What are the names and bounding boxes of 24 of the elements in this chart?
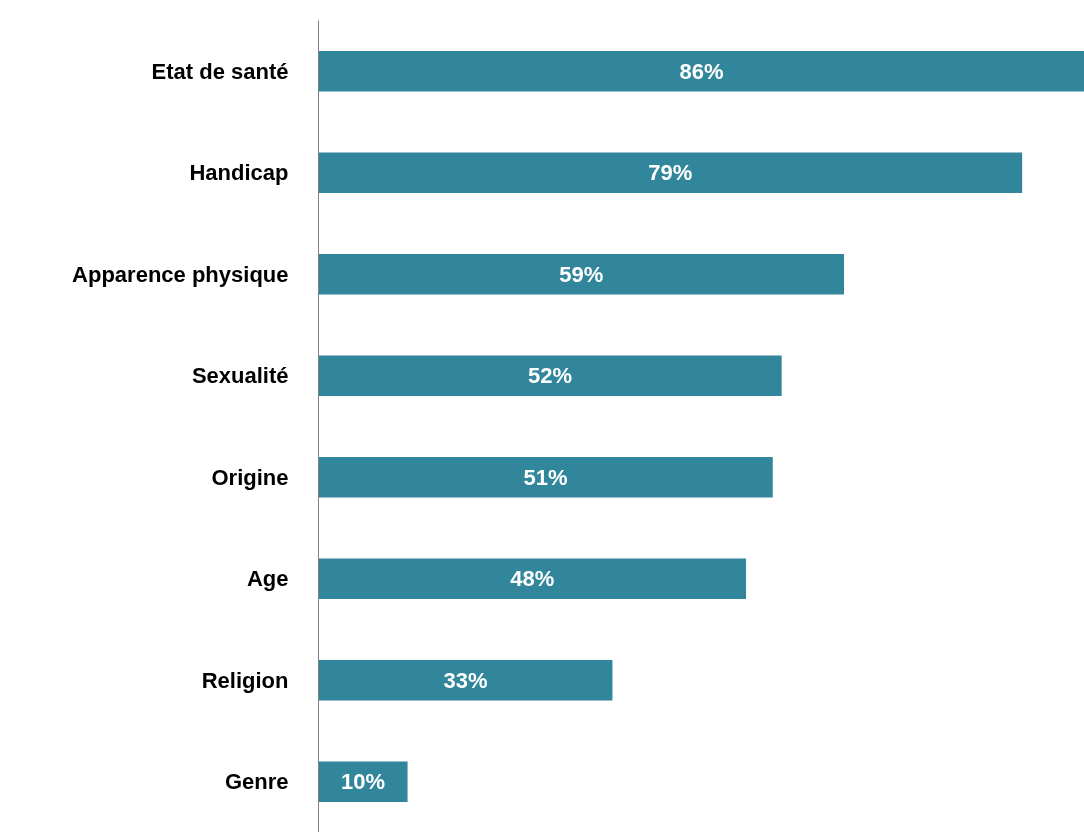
bar — [318, 558, 747, 600]
y-tick-label: Apparence physique — [72, 261, 289, 287]
bar — [318, 253, 845, 295]
bar — [318, 355, 782, 397]
y-tick-label: Origine — [211, 464, 289, 490]
y-tick-label: Etat de santé — [151, 58, 289, 84]
data-label: 86% — [679, 58, 724, 84]
data-label: 10% — [341, 769, 386, 795]
y-tick-label: Genre — [224, 769, 289, 795]
bar — [318, 456, 773, 498]
bar — [318, 50, 1084, 92]
data-label: 79% — [648, 160, 693, 186]
data-label: 48% — [510, 566, 555, 592]
bar — [318, 761, 408, 803]
data-label: 33% — [443, 667, 488, 693]
y-tick-label: Religion — [201, 667, 289, 693]
y-tick-label: Sexualité — [191, 363, 289, 389]
y-tick-label: Age — [246, 566, 289, 592]
data-label: 51% — [523, 464, 568, 490]
y-tick-label: Handicap — [189, 160, 289, 186]
bar — [318, 659, 613, 701]
data-label: 52% — [528, 363, 573, 389]
bar — [318, 152, 1023, 194]
data-label: 59% — [559, 261, 604, 287]
